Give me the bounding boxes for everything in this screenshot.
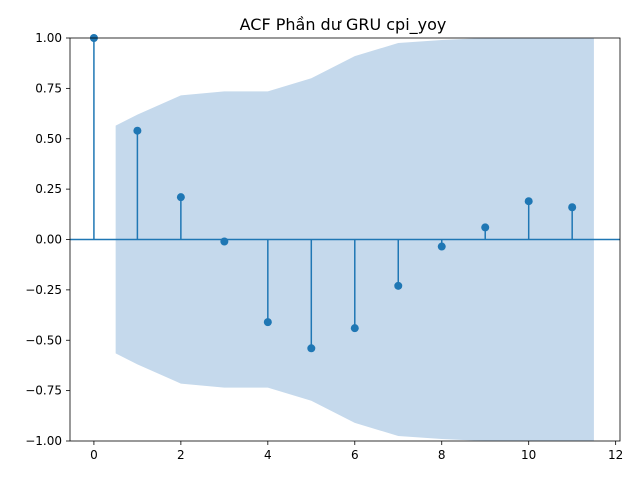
x-tick-label-8: 8 [438, 448, 446, 462]
acf-point-lag-3 [220, 237, 229, 246]
stems-layer [70, 34, 620, 353]
x-tick-label-4: 4 [264, 448, 272, 462]
acf-point-lag-10 [524, 197, 533, 206]
acf-point-lag-8 [437, 242, 446, 251]
y-tick-label-7: 0.75 [35, 81, 62, 95]
chart-title: ACF Phần dư GRU cpi_yoy [240, 15, 447, 35]
y-tick-label-3: −0.25 [25, 283, 62, 297]
y-tick-label-5: 0.25 [35, 182, 62, 196]
y-tick-label-1: −0.75 [25, 384, 62, 398]
acf-point-lag-7 [394, 281, 403, 290]
y-tick-label-6: 0.50 [35, 132, 62, 146]
y-tick-label-8: 1.00 [35, 31, 62, 45]
x-tick-label-6: 6 [351, 448, 359, 462]
acf-point-lag-2 [176, 193, 185, 202]
y-tick-label-0: −1.00 [25, 434, 62, 448]
x-tick-label-12: 12 [608, 448, 623, 462]
acf-point-lag-1 [133, 126, 142, 135]
y-tick-label-2: −0.50 [25, 333, 62, 347]
acf-point-lag-4 [263, 318, 272, 327]
acf-point-lag-11 [568, 203, 577, 212]
stem-group [70, 34, 620, 353]
x-tick-label-2: 2 [177, 448, 185, 462]
y-tick-label-4: 0.00 [35, 233, 62, 247]
acf-point-lag-6 [350, 324, 359, 333]
acf-point-lag-9 [481, 223, 490, 232]
x-tick-label-0: 0 [90, 448, 98, 462]
acf-point-lag-5 [307, 344, 316, 353]
x-tick-label-10: 10 [521, 448, 536, 462]
axes-layer: 0 2 4 6 8 10 12 −1.00 −0.75 −0.50 −0.25 0.00 0.25 0.5… [25, 31, 623, 462]
